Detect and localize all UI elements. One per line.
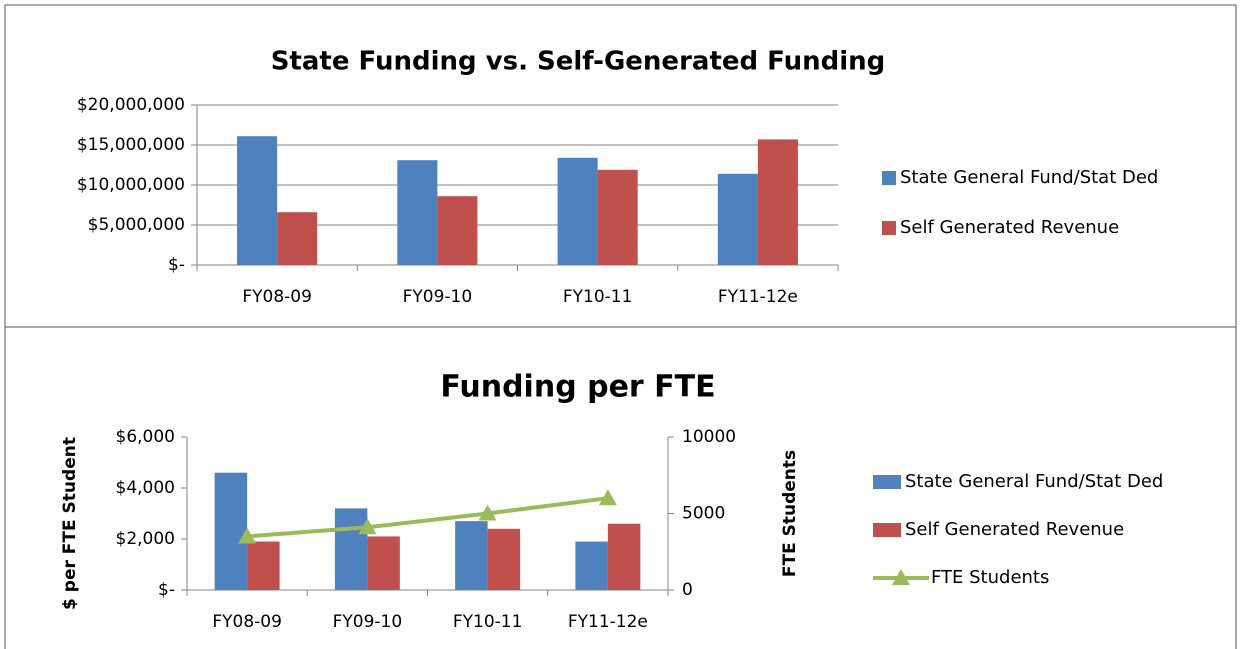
bar [557,157,598,265]
x-tick-label: FY09-10 [333,612,403,632]
bar [247,541,280,590]
marker [358,518,377,535]
bar [397,160,438,265]
marker [238,527,257,544]
line [246,496,609,539]
y-tick-label: $15,000,000 [77,135,185,155]
y2-tick-label: 10000 [682,427,736,447]
bar [597,169,638,265]
bar [607,523,641,590]
legend-marker [892,569,910,585]
bar [367,536,400,590]
bar [237,136,278,265]
y-tick-label: $20,000,000 [77,95,185,115]
x-tick-label: FY10-11 [453,612,523,632]
legend-label: FTE Students [931,567,1049,588]
marker [478,504,497,521]
y-tick-label: $- [158,580,175,600]
bar [487,528,521,590]
x-tick-label: FY10-11 [563,287,633,307]
bar [455,521,488,590]
bar [757,139,798,265]
y-tick-label: $6,000 [116,427,175,447]
y2-axis-label: FTE Students [780,450,800,577]
legend-label: State General Fund/Stat Ded [900,167,1158,188]
bar [575,541,608,590]
bar [277,212,318,265]
x-tick-label: FY11-12e [718,287,798,307]
x-tick-label: FY08-09 [212,612,282,632]
frame [4,4,1237,649]
legend-label: Self Generated Revenue [900,217,1119,238]
legend-swatch [873,523,901,537]
legend-label: State General Fund/Stat Ded [905,471,1163,492]
y-tick-label: $- [168,255,185,275]
chart-title: Funding per FTE [440,370,715,405]
chart-title: State Funding vs. Self-Generated Funding [271,47,886,77]
legend-swatch [882,221,896,235]
legend-swatch [873,475,901,489]
x-tick-label: FY09-10 [403,287,473,307]
bar [334,508,368,590]
y-tick-label: $4,000 [116,478,175,498]
marker [598,489,617,506]
x-tick-label: FY08-09 [242,287,312,307]
y2-tick-label: 0 [682,580,693,600]
y-axis-label: $ per FTE Student [60,437,80,610]
bar [437,196,478,265]
bar [214,472,248,590]
legend-label: Self Generated Revenue [905,519,1124,540]
x-tick-label: FY11-12e [568,612,648,632]
y-tick-label: $10,000,000 [77,175,185,195]
y-tick-label: $5,000,000 [88,215,185,235]
y-tick-label: $2,000 [116,529,175,549]
y2-tick-label: 5000 [682,504,725,524]
legend-swatch [882,171,896,185]
bar [717,173,758,265]
